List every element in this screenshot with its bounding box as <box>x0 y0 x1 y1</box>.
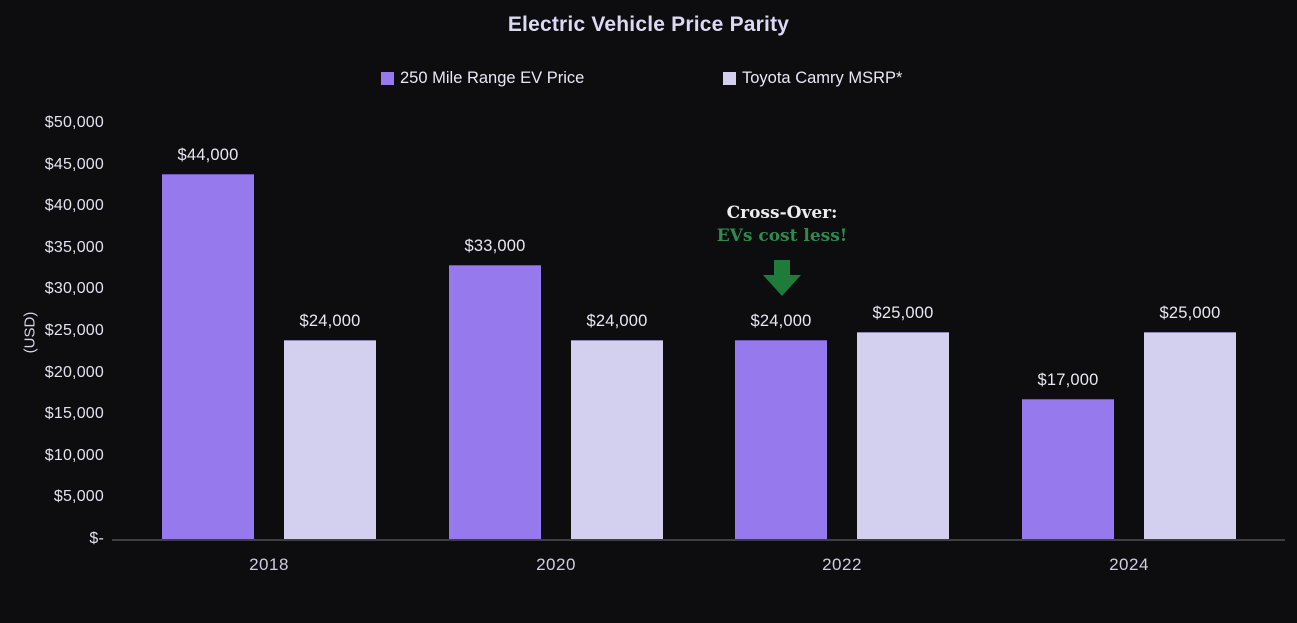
y-tick-label: $30,000 <box>44 280 104 298</box>
legend-item-ev: 250 Mile Range EV Price <box>381 69 584 88</box>
y-tick-label: $15,000 <box>44 405 104 423</box>
x-axis-label-2020: 2020 <box>536 555 576 574</box>
x-axis-label-2018: 2018 <box>249 555 289 574</box>
x-axis-line <box>112 539 1285 541</box>
bar-value-label: $24,000 <box>299 312 361 331</box>
bar-value-label: $24,000 <box>750 312 812 331</box>
annotation-title: Cross-Over: <box>726 203 838 223</box>
bar-2022-ev <box>735 340 827 539</box>
x-axis-label-2022: 2022 <box>822 555 862 574</box>
y-tick-label: $20,000 <box>44 363 104 381</box>
bar-2018-camry <box>284 340 376 539</box>
y-tick-label: $35,000 <box>44 238 104 256</box>
legend-swatch-camry-icon <box>723 72 736 85</box>
y-tick-label: $5,000 <box>53 488 104 506</box>
bar-value-label: $17,000 <box>1037 370 1099 389</box>
bar-2024-ev <box>1022 398 1114 539</box>
y-tick-label: $50,000 <box>44 114 104 131</box>
bar-value-label: $33,000 <box>464 237 526 256</box>
legend-label-camry: Toyota Camry MSRP* <box>742 69 903 87</box>
annotation-subtitle: EVs cost less! <box>716 226 848 246</box>
bar-value-label: $24,000 <box>586 312 648 331</box>
bar-value-label: $25,000 <box>872 304 934 322</box>
y-tick-label: $45,000 <box>44 155 104 173</box>
bar-2022-camry <box>857 332 949 539</box>
chart-title: Electric Vehicle Price Parity <box>507 13 790 36</box>
bar-2020-camry <box>571 340 663 539</box>
y-tick-label: $- <box>89 530 104 547</box>
down-block-arrow-icon <box>670 260 894 303</box>
bar-2024-camry <box>1144 332 1236 539</box>
legend-label-ev: 250 Mile Range EV Price <box>400 69 585 87</box>
y-tick-label: $10,000 <box>44 446 104 464</box>
y-tick-label: $25,000 <box>44 322 104 339</box>
bar-2018-ev <box>162 173 254 539</box>
bar-value-label: $44,000 <box>177 145 239 164</box>
legend-swatch-ev-icon <box>381 72 394 85</box>
crossover-annotation: Cross-Over: EVs cost less! <box>670 202 894 303</box>
legend-item-camry: Toyota Camry MSRP* <box>723 69 902 88</box>
bar-2020-ev <box>449 265 541 539</box>
x-axis-label-2024: 2024 <box>1109 555 1149 574</box>
bar-value-label: $25,000 <box>1159 304 1221 322</box>
y-tick-label: $40,000 <box>44 197 104 215</box>
